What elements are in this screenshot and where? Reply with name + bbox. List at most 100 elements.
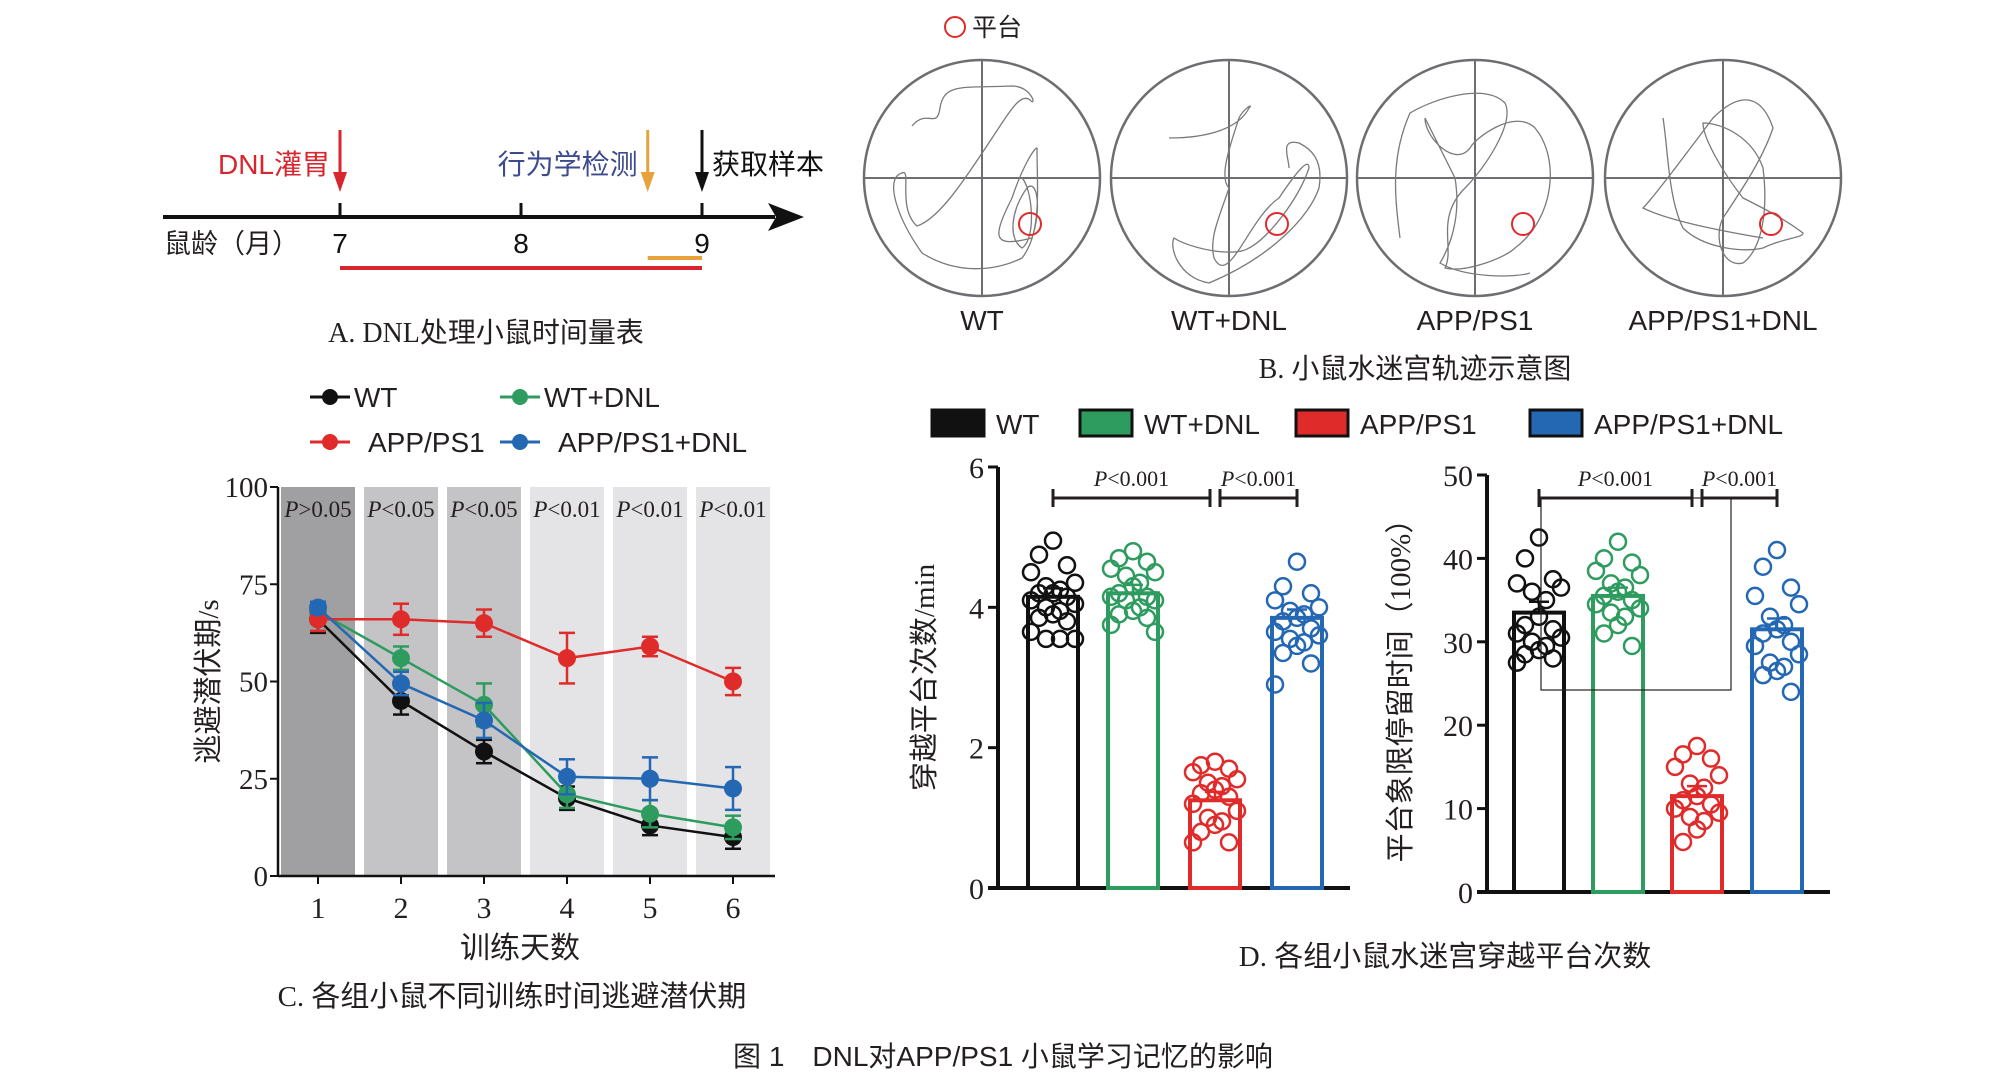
data-point — [1191, 822, 1211, 842]
event-label: DNL灌胃 — [218, 149, 330, 180]
legend-swatch — [1294, 408, 1350, 438]
data-point — [1522, 582, 1542, 602]
swim-track-path — [1394, 92, 1551, 277]
legend-item: WT — [310, 382, 398, 413]
legend-label: APP/PS1+DNL — [1594, 409, 1783, 440]
p-symbol: P — [698, 497, 713, 522]
significance-band — [447, 487, 521, 876]
comparison-bracket: P<0.001 — [1218, 466, 1299, 507]
data-point — [1036, 629, 1056, 649]
data-point — [475, 614, 493, 633]
data-point — [1065, 573, 1085, 593]
data-point — [1050, 629, 1070, 649]
p-value: <0.01 — [630, 497, 683, 522]
data-point — [558, 649, 576, 668]
legend-marker — [512, 434, 528, 450]
data-point — [1608, 532, 1628, 551]
legend-label: APP/PS1 — [1360, 409, 1477, 440]
data-point — [1219, 759, 1239, 778]
series-line — [317, 606, 734, 790]
p-value: <0.001 — [1107, 466, 1169, 491]
data-point — [475, 711, 493, 730]
y-tick-label: 50 — [239, 667, 268, 699]
y-tick-label: 0 — [969, 873, 984, 906]
data-point — [1709, 765, 1729, 785]
data-point — [392, 691, 410, 710]
data-point — [1687, 736, 1707, 756]
data-point — [641, 637, 659, 656]
bar-group — [1021, 531, 1085, 891]
significance-band — [281, 487, 355, 876]
data-point — [1529, 528, 1549, 547]
p-symbol: P — [366, 497, 381, 522]
data-point — [1608, 615, 1628, 635]
legend-swatch — [1528, 408, 1584, 438]
platform-legend-label: 平台 — [972, 14, 1022, 42]
bar-group — [1507, 528, 1571, 894]
data-point — [1109, 548, 1129, 568]
data-point — [1781, 578, 1801, 597]
comparison-bracket: P<0.001 — [1700, 466, 1779, 507]
data-point — [1594, 624, 1614, 643]
data-point — [1145, 591, 1165, 610]
p-symbol: P — [532, 497, 547, 522]
maze-group-label: APP/PS1+DNL — [1628, 305, 1817, 336]
panel-a-caption: A. DNL处理小鼠时间量表 — [328, 317, 644, 349]
event-label: 行为学检测 — [498, 149, 638, 180]
data-point — [724, 779, 742, 798]
legend-item: APP/PS1+DNL — [1528, 408, 1783, 440]
comparison-label: P<0.001 — [1093, 466, 1169, 491]
legend-item: WT+DNL — [500, 382, 660, 413]
x-tick-label: 2 — [394, 892, 409, 925]
p-value: <0.001 — [1591, 466, 1653, 491]
legend-item: WT+DNL — [1078, 408, 1260, 440]
timeline-tick-label: 8 — [513, 228, 529, 259]
y-tick-label: 40 — [1443, 543, 1473, 576]
significance-label: P<0.01 — [532, 497, 600, 522]
data-point — [1551, 578, 1571, 597]
legend-label: APP/PS1 — [368, 427, 485, 458]
data-point — [1673, 832, 1693, 852]
data-point — [1227, 769, 1247, 789]
panel-d-caption: D. 各组小鼠水迷宫穿越平台次数 — [1239, 940, 1651, 973]
bar-group — [1265, 552, 1329, 890]
p-symbol: P — [449, 497, 464, 522]
series-line — [318, 618, 734, 683]
data-point — [724, 672, 742, 691]
data-point — [1753, 557, 1773, 576]
p-value: <0.05 — [464, 497, 517, 522]
legend-swatch — [930, 408, 986, 438]
data-point — [1219, 833, 1239, 852]
comparison-label: P<0.001 — [1577, 466, 1653, 491]
panel-d-legend: WT WT+DNL APP/PS1 APP/PS1+DNL — [930, 408, 1783, 440]
data-point — [1021, 563, 1041, 582]
data-point — [1183, 794, 1203, 814]
p-value: <0.001 — [1715, 466, 1777, 491]
maze-app-ps1: APP/PS1 — [1355, 58, 1595, 336]
significance-label: P<0.05 — [366, 497, 434, 522]
data-point — [641, 804, 659, 823]
p-value: <0.01 — [547, 497, 600, 522]
data-point — [1287, 552, 1307, 571]
swim-track-path — [1168, 105, 1321, 284]
legend-item: APP/PS1 — [1294, 408, 1477, 440]
y-tick-label: 50 — [1443, 460, 1473, 493]
p-value: <0.001 — [1234, 466, 1296, 491]
down-arrow-icon — [640, 172, 655, 192]
data-point — [1665, 799, 1685, 818]
data-point — [1701, 749, 1721, 768]
x-tick-label: 4 — [560, 892, 575, 925]
data-point — [1781, 682, 1801, 702]
legend-marker — [322, 389, 338, 405]
y-axis-label: 逃避潜伏期/s — [192, 599, 225, 763]
data-point — [1536, 590, 1556, 610]
y-tick-label: 100 — [225, 472, 269, 504]
bar-group — [1745, 540, 1809, 894]
down-arrow-icon — [333, 172, 347, 192]
series-line — [317, 618, 734, 839]
x-tick-label: 3 — [477, 892, 492, 925]
legend-marker — [512, 389, 528, 405]
bar-group — [1101, 541, 1165, 890]
